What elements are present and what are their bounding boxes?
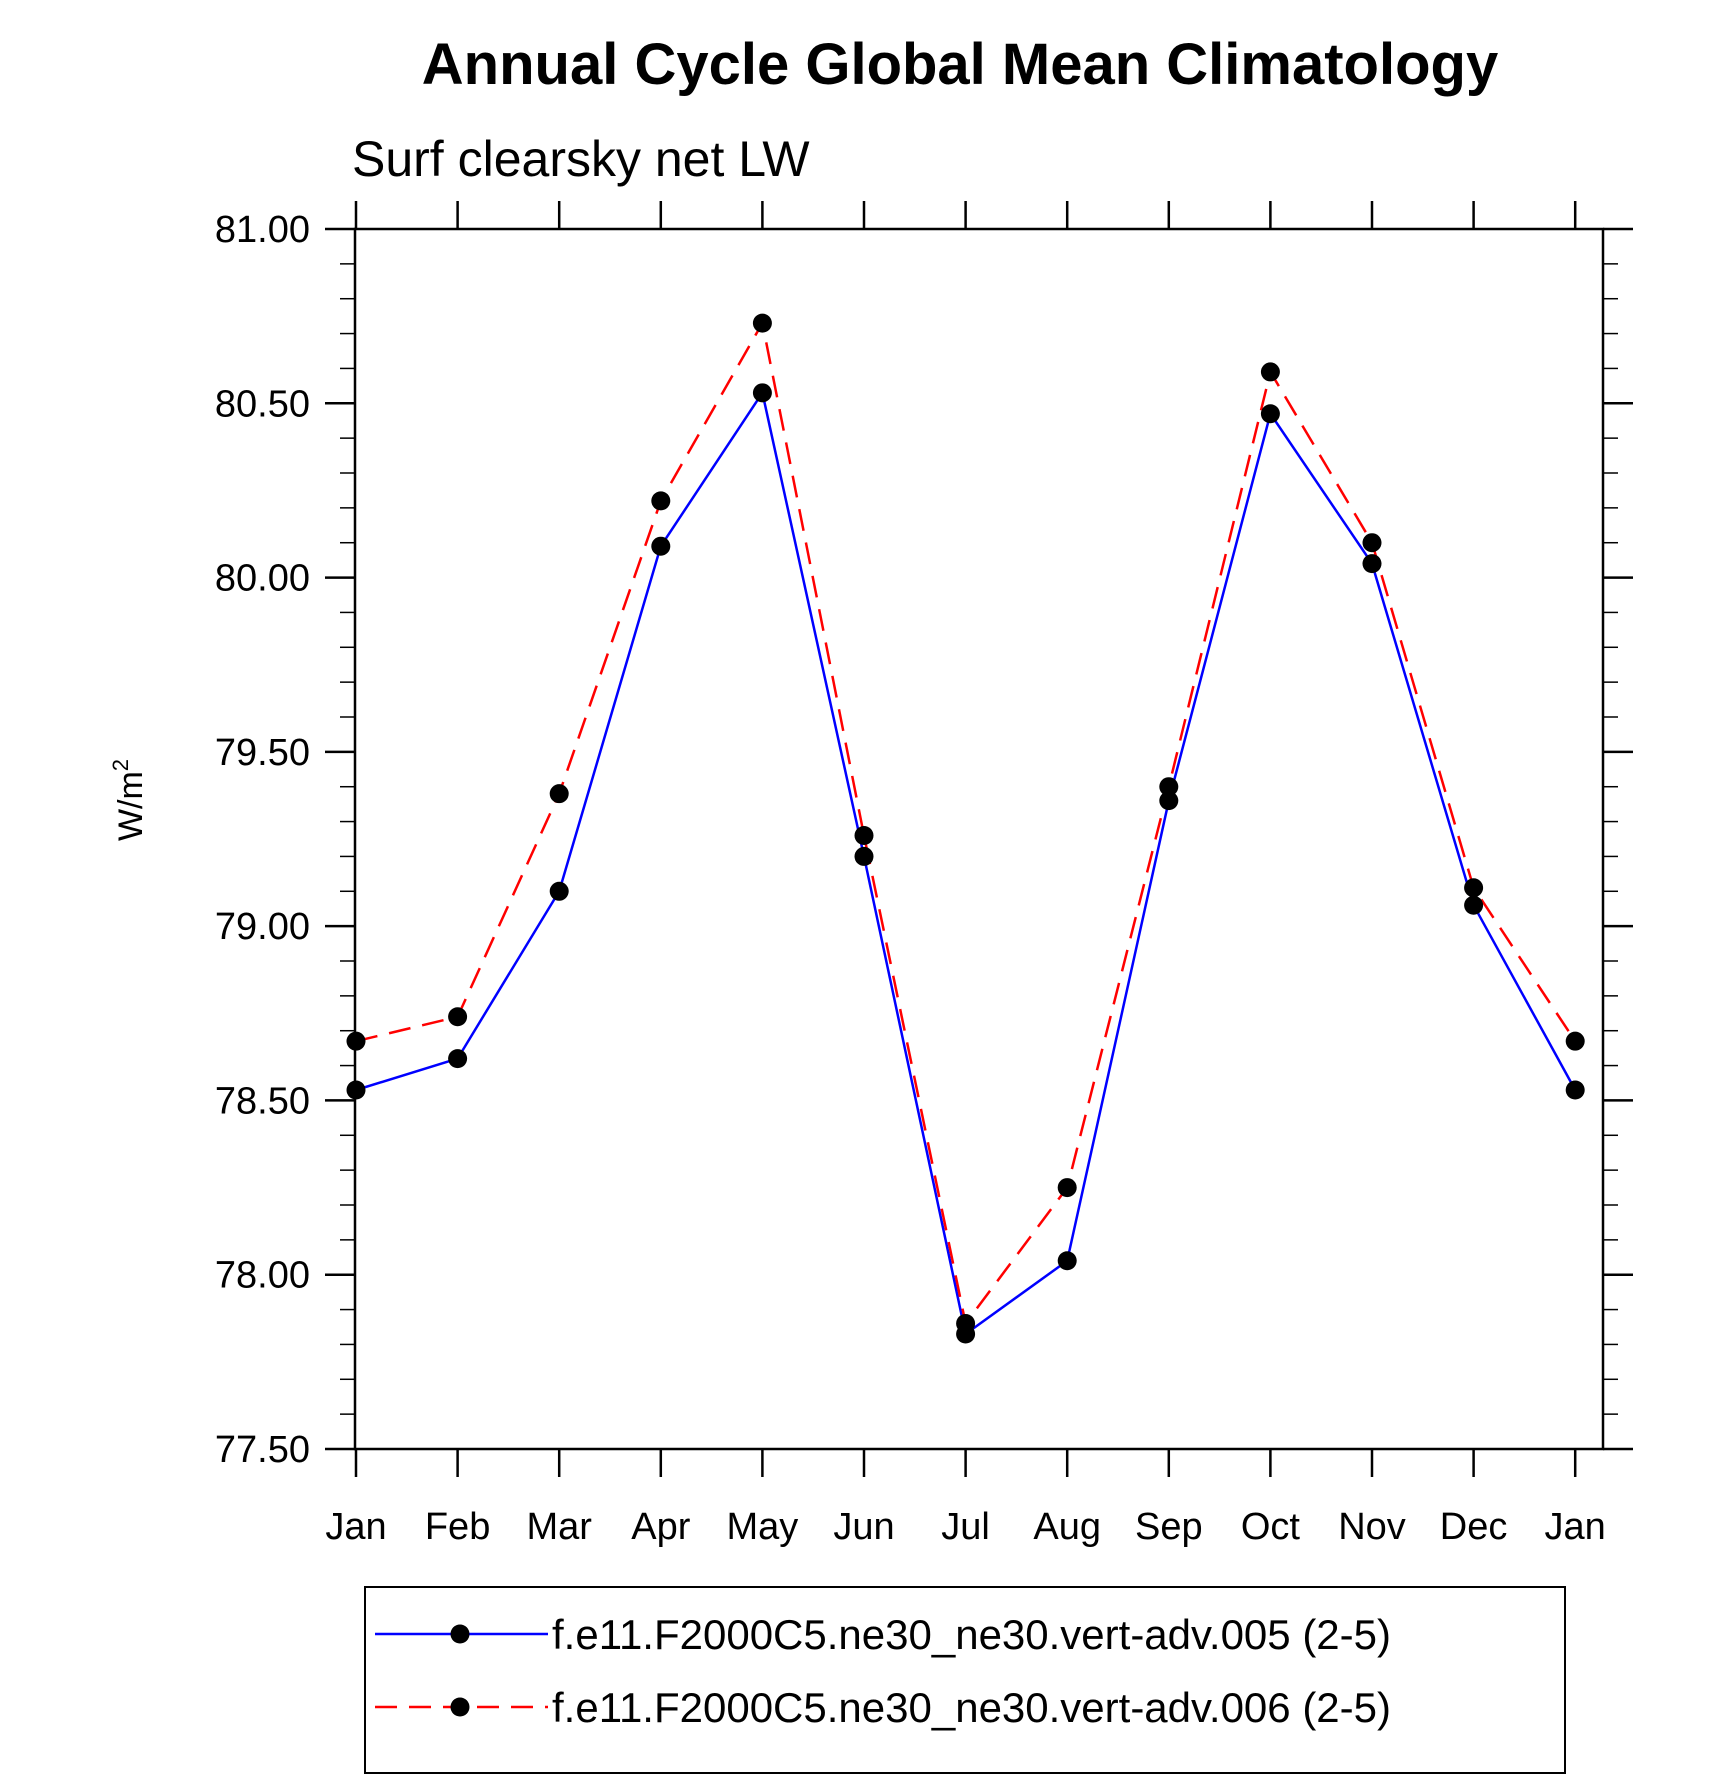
data-point-series-1 [752,383,772,403]
x-tick-label: Jul [941,1506,990,1548]
data-point-series-1 [1159,791,1179,811]
x-tick-label: May [727,1506,799,1548]
data-point-series-1 [448,1049,468,1069]
axis-ticks [325,201,1633,1477]
data-point-series-2 [854,826,874,846]
series-line-2 [355,319,1577,1327]
x-tick-label: Jan [325,1506,386,1548]
legend-label-2: f.e11.F2000C5.ne30_ne30.vert-adv.006 (2-… [552,1684,1391,1731]
x-tick-label: Nov [1338,1506,1406,1548]
x-tick-label: Jun [833,1506,894,1548]
legend-box [364,1586,1566,1774]
data-point-series-1 [854,846,874,866]
legend-marker-1 [450,1624,470,1644]
y-tick-label: 79.00 [215,906,310,948]
data-point-series-1 [1057,1251,1077,1271]
x-tick-label: Feb [425,1506,490,1548]
data-point-series-2 [956,1314,976,1334]
series-lines [355,319,1577,1337]
y-axis-label: W/m2 [108,759,150,841]
data-point-series-2 [1362,533,1382,553]
data-point-series-2 [1057,1178,1077,1198]
y-tick-label: 77.50 [215,1429,310,1471]
y-axis-label-unit: W/m [112,771,150,841]
data-point-series-2 [1565,1031,1585,1051]
series-line-1 [355,389,1577,1337]
data-point-series-2 [1159,777,1179,797]
x-tick-label: Jan [1545,1506,1606,1548]
data-point-series-1 [1260,404,1280,424]
y-tick-label: 78.00 [215,1255,310,1297]
chart-subtitle: Surf clearsky net LW [352,131,810,187]
y-tick-label: 80.00 [215,558,310,600]
x-tick-label: Dec [1440,1506,1508,1548]
x-tick-label: Mar [526,1506,592,1548]
x-tick-labels: Jan Feb Mar Apr May Jun Jul Aug Sep Oct Nov Dec Jan [325,1506,1605,1548]
y-axis-label-superscript: 2 [108,759,133,771]
y-tick-label: 80.50 [215,383,310,425]
data-point-series-1 [549,881,569,901]
data-point-series-2 [752,313,772,333]
plot-frame [353,227,1605,1451]
x-tick-label: Oct [1241,1506,1301,1548]
legend: f.e11.F2000C5.ne30_ne30.vert-adv.005 (2-… [364,1586,1566,1774]
data-point-series-1 [1565,1080,1585,1100]
legend-label-1: f.e11.F2000C5.ne30_ne30.vert-adv.005 (2-… [552,1611,1391,1658]
x-tick-label: Sep [1135,1506,1203,1548]
data-point-series-2 [1464,878,1484,898]
data-point-series-2 [549,784,569,804]
data-point-series-1 [1464,895,1484,915]
data-point-series-1 [1362,554,1382,574]
data-point-series-2 [1260,362,1280,382]
y-tick-label: 81.00 [215,209,310,251]
legend-marker-2 [450,1697,470,1717]
data-point-series-1 [651,536,671,556]
data-point-series-2 [651,491,671,511]
y-tick-label: 78.50 [215,1080,310,1122]
legend-entries: f.e11.F2000C5.ne30_ne30.vert-adv.005 (2-… [375,1611,1391,1731]
x-tick-label: Aug [1033,1506,1101,1548]
y-tick-labels: 77.50 78.00 78.50 79.00 79.50 80.00 80.50 81.00 [215,209,310,1471]
chart-title: Annual Cycle Global Mean Climatology [422,32,1498,97]
x-tick-label: Apr [631,1506,690,1548]
y-tick-label: 79.50 [215,732,310,774]
data-point-series-2 [448,1007,468,1027]
series-points [346,313,1585,1344]
